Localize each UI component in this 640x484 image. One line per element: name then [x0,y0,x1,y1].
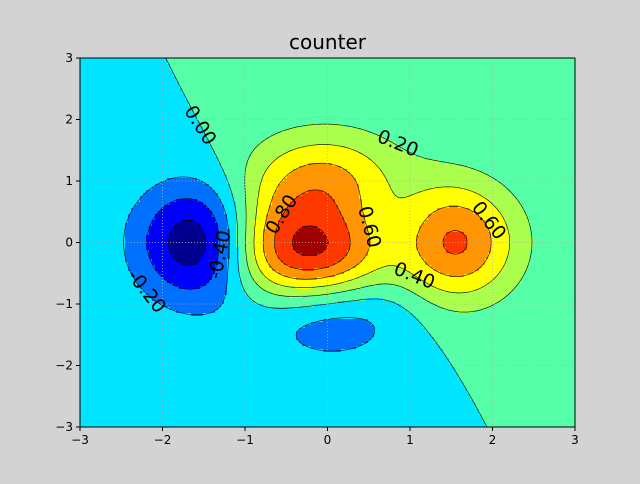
contour-line-1 [146,198,220,290]
y-tick-label: 2 [65,113,73,127]
y-tick-label: −3 [55,420,73,434]
axis-ticks: −3 −2 −1 0 1 2 3 −3 −2 −1 0 1 2 3 [55,51,579,447]
contour-line-7 [274,189,468,271]
contour-fills [80,58,575,427]
y-tick-label: 3 [65,51,73,65]
y-tick-label: −2 [55,359,73,373]
contour-band-4 [167,58,575,427]
contour-band-2 [125,178,374,352]
contour-band-0 [167,220,206,265]
x-tick-label: 1 [406,433,414,447]
x-tick-label: 3 [571,433,579,447]
contour-band-6 [254,145,509,292]
x-tick-label: −1 [236,433,254,447]
contour-band-5 [245,124,533,313]
contour-line-2 [123,176,376,352]
contour-band-1 [146,199,218,289]
x-tick-label: −2 [154,433,172,447]
y-tick-label: 0 [65,236,73,250]
chart-title: counter [289,30,367,54]
x-tick-label: 0 [324,433,332,447]
contour-line-6 [262,162,492,280]
x-tick-label: −3 [71,433,89,447]
contour-band-9 [293,226,329,256]
y-tick-label: 1 [65,174,73,188]
contour-line-0 [168,220,206,266]
contour-line-4 [244,123,533,313]
contour-band-3 [80,58,485,427]
contour-band-7 [263,163,491,280]
x-tick-label: 2 [489,433,497,447]
y-tick-label: −1 [55,297,73,311]
contour-line-8 [292,225,328,256]
